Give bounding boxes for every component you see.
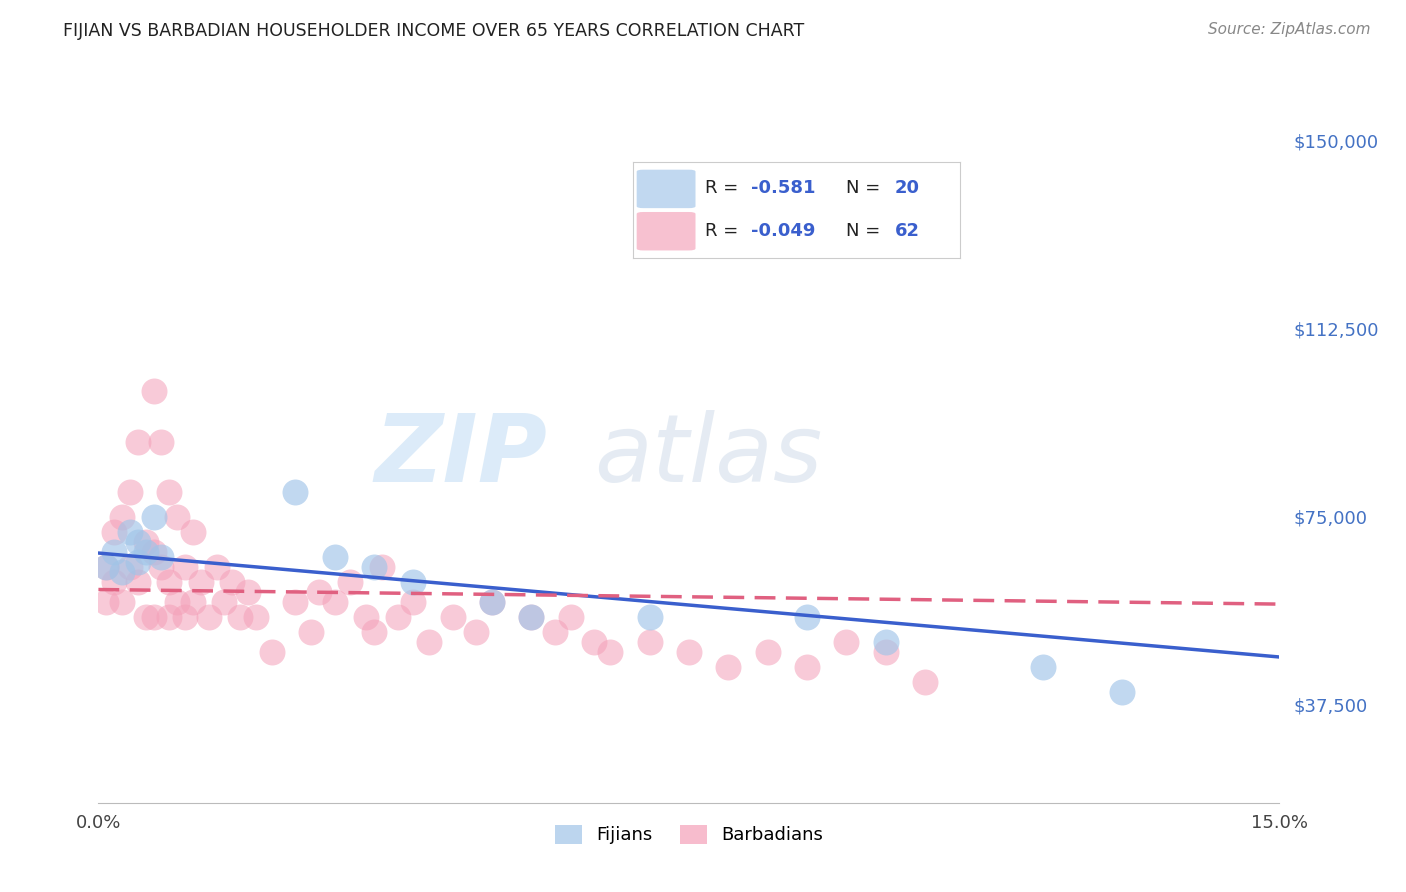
Point: [796, 610, 818, 624]
Point: [363, 625, 385, 640]
Point: [174, 610, 197, 624]
Point: [299, 625, 322, 640]
Point: [371, 560, 394, 574]
Text: -0.049: -0.049: [751, 222, 815, 240]
Point: [481, 595, 503, 609]
Text: FIJIAN VS BARBADIAN HOUSEHOLDER INCOME OVER 65 YEARS CORRELATION CHART: FIJIAN VS BARBADIAN HOUSEHOLDER INCOME O…: [63, 22, 804, 40]
Point: [150, 560, 173, 574]
Point: [520, 610, 543, 624]
Point: [103, 574, 125, 589]
Point: [157, 574, 180, 589]
Text: ZIP: ZIP: [374, 410, 547, 502]
Point: [103, 524, 125, 539]
Point: [717, 660, 740, 674]
Point: [118, 484, 141, 499]
Point: [181, 524, 204, 539]
Point: [441, 610, 464, 624]
Point: [520, 610, 543, 624]
Point: [875, 645, 897, 659]
Text: N =: N =: [846, 222, 886, 240]
Point: [96, 560, 118, 574]
Point: [135, 545, 157, 559]
FancyBboxPatch shape: [637, 212, 696, 251]
Point: [914, 675, 936, 690]
Point: [236, 585, 259, 599]
Point: [875, 635, 897, 649]
Legend: Fijians, Barbadians: Fijians, Barbadians: [547, 818, 831, 852]
Point: [111, 509, 134, 524]
Point: [111, 595, 134, 609]
Text: 20: 20: [896, 179, 920, 197]
Point: [1032, 660, 1054, 674]
Point: [339, 574, 361, 589]
Text: -0.581: -0.581: [751, 179, 815, 197]
Point: [96, 595, 118, 609]
Point: [118, 560, 141, 574]
Point: [150, 434, 173, 449]
Point: [756, 645, 779, 659]
Point: [465, 625, 488, 640]
Point: [111, 565, 134, 579]
Point: [214, 595, 236, 609]
Point: [150, 549, 173, 564]
Point: [363, 560, 385, 574]
Point: [127, 534, 149, 549]
Point: [221, 574, 243, 589]
Point: [142, 610, 165, 624]
Text: R =: R =: [706, 179, 744, 197]
Point: [544, 625, 567, 640]
Point: [127, 434, 149, 449]
Point: [197, 610, 219, 624]
Point: [142, 509, 165, 524]
Point: [157, 484, 180, 499]
Point: [96, 560, 118, 574]
Point: [323, 595, 346, 609]
Point: [796, 660, 818, 674]
Point: [142, 384, 165, 399]
Text: atlas: atlas: [595, 410, 823, 501]
Text: N =: N =: [846, 179, 886, 197]
Point: [284, 484, 307, 499]
Point: [835, 635, 858, 649]
Point: [481, 595, 503, 609]
Point: [174, 560, 197, 574]
Point: [127, 555, 149, 569]
FancyBboxPatch shape: [637, 169, 696, 208]
Point: [135, 610, 157, 624]
Point: [638, 635, 661, 649]
Point: [166, 595, 188, 609]
Point: [354, 610, 377, 624]
Point: [418, 635, 440, 649]
Point: [678, 645, 700, 659]
Point: [402, 574, 425, 589]
Point: [190, 574, 212, 589]
Point: [205, 560, 228, 574]
Point: [245, 610, 267, 624]
Point: [402, 595, 425, 609]
Point: [127, 574, 149, 589]
Point: [599, 645, 621, 659]
Point: [157, 610, 180, 624]
Point: [135, 534, 157, 549]
Point: [1111, 685, 1133, 699]
Point: [323, 549, 346, 564]
Point: [103, 545, 125, 559]
Point: [166, 509, 188, 524]
Point: [142, 545, 165, 559]
Text: Source: ZipAtlas.com: Source: ZipAtlas.com: [1208, 22, 1371, 37]
Point: [229, 610, 252, 624]
Text: 62: 62: [896, 222, 920, 240]
Point: [638, 610, 661, 624]
Point: [181, 595, 204, 609]
Point: [560, 610, 582, 624]
Point: [308, 585, 330, 599]
Point: [260, 645, 283, 659]
Text: R =: R =: [706, 222, 744, 240]
Point: [583, 635, 606, 649]
Point: [284, 595, 307, 609]
Point: [387, 610, 409, 624]
Point: [118, 524, 141, 539]
